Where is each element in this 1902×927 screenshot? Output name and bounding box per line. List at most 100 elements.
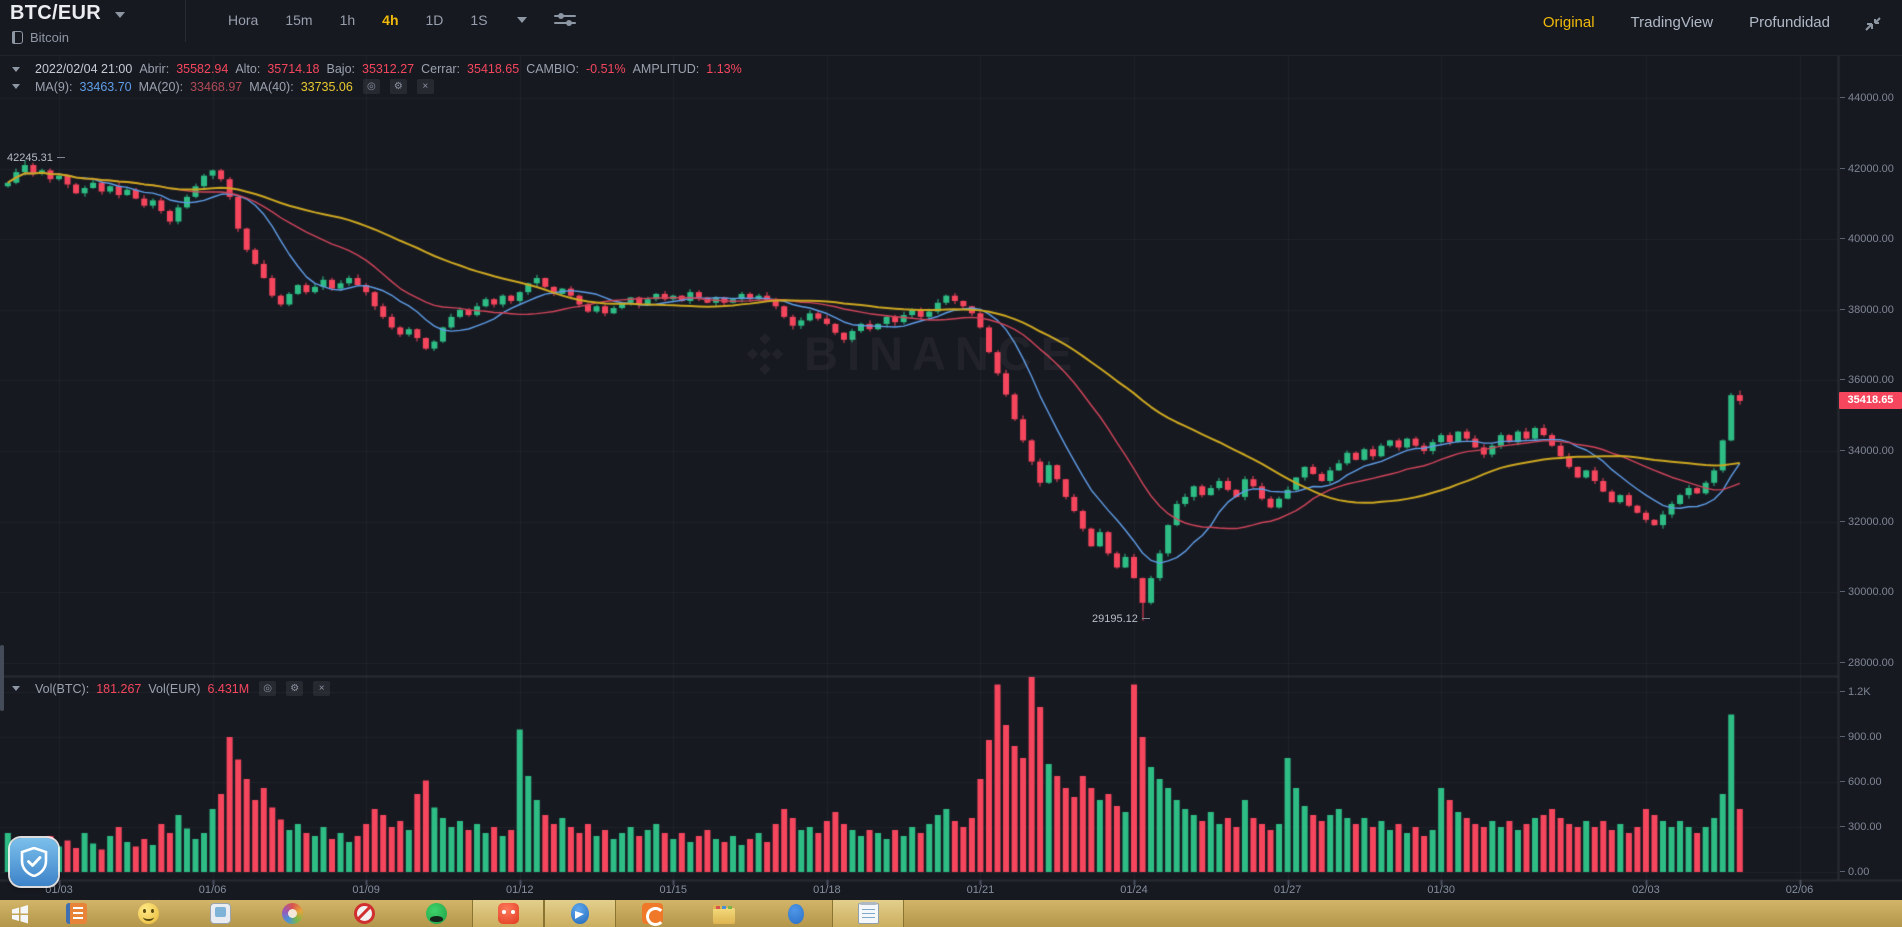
eye-icon[interactable]: ◎ [362,79,380,94]
time-axis-label: 01/09 [352,884,380,896]
vol-eur-value: 6.431M [207,681,250,696]
taskbar-app-smiley[interactable] [112,900,184,927]
time-axis-label: 02/03 [1632,884,1660,896]
timeframe-4h[interactable]: 4h [382,12,399,28]
change-value: -0.51% [585,62,626,76]
start-button[interactable] [0,900,40,927]
time-axis-label: 01/12 [505,884,534,896]
taskbar-app-orange-swirl[interactable] [616,900,688,927]
timeframe-hora[interactable]: Hora [228,12,259,28]
notepad-icon [857,902,879,924]
low-price-annotation: 29195.12 [1092,613,1150,625]
price-axis[interactable]: 44000.00 42000.00 40000.00 38000.00 36000.00… [1840,56,1902,900]
tab-original[interactable]: Original [1542,14,1595,31]
ma-info-bar: MA(9): 33463.70 MA(20): 33468.97 MA(40):… [12,79,434,94]
price-axis-label: 1.2K [1840,686,1871,698]
chevron-down-icon [115,11,126,18]
taskbar-app-paint-palette[interactable] [256,900,328,927]
timeframe-1d[interactable]: 1D [425,12,444,28]
change-label: CAMBIO: [526,62,579,76]
timeframe-1s[interactable]: 1S [470,12,488,28]
taskbar-app-address-book[interactable] [40,900,112,927]
low-label: Bajo: [326,62,356,76]
price-axis-label: 0.00 [1840,866,1869,878]
last-price-tag: 35418.65 [1839,392,1902,409]
left-scrollbar[interactable] [0,645,4,711]
ohlc-info-bar: 2022/02/04 21:00 Abrir: 35582.94 Alto: 3… [12,62,742,76]
price-axis-label: 38000.00 [1840,304,1894,316]
price-axis-label: 32000.00 [1840,516,1894,528]
volume-info-bar: Vol(BTC): 181.267 Vol(EUR) 6.431M ◎ ⚙ × [12,681,331,696]
time-axis-label: 02/06 [1785,884,1814,896]
price-axis-label: 600.00 [1840,776,1882,788]
header-divider [185,0,186,42]
blue-dot-icon [788,903,804,924]
vol-eur-label: Vol(EUR) [148,681,201,696]
timeframe-1h[interactable]: 1h [339,12,356,28]
timeframe-bar: Hora 15m 1h 4h 1D 1S [228,12,576,28]
price-axis-label: 42000.00 [1840,163,1894,175]
taskbar-app-blue-dot[interactable] [760,900,832,927]
ma20-value: 33468.97 [190,79,243,94]
ma9-label: MA(9): [35,79,73,94]
time-axis[interactable]: 01/03 01/06 01/09 01/12 01/15 01/18 01/21 01/24… [0,880,1840,900]
ma40-value: 33735.06 [300,79,353,94]
taskbar-app-folder[interactable] [688,900,760,927]
taskbar [0,900,1902,927]
tab-tradingview[interactable]: TradingView [1630,14,1714,31]
taskbar-app-media-player[interactable] [184,900,256,927]
taskbar-app-blue-egg[interactable] [544,900,616,927]
smiley-icon [137,903,159,924]
price-axis-label: 300.00 [1840,821,1882,833]
candle-datetime: 2022/02/04 21:00 [35,62,133,76]
timeframe-more-icon[interactable] [516,17,527,23]
time-axis-label: 01/30 [1427,884,1455,896]
low-value: 35312.27 [362,62,415,76]
amplitude-label: AMPLITUD: [632,62,700,76]
symbol-subtitle: Bitcoin [12,30,69,45]
amplitude-value: 1.13% [706,62,742,76]
green-dot-icon [425,903,447,924]
collapse-triangle-icon[interactable] [12,686,20,691]
price-axis-label: 40000.00 [1840,233,1894,245]
gear-icon[interactable]: ⚙ [389,79,407,94]
start-logo-icon [12,904,28,923]
taskbar-app-green-dot[interactable] [400,900,472,927]
orange-swirl-icon [641,903,665,926]
price-axis-label: 900.00 [1840,731,1882,743]
timeframe-15m[interactable]: 15m [285,12,313,28]
blue-egg-icon [571,903,589,924]
symbol-name-label: Bitcoin [30,30,70,45]
security-shield-badge[interactable] [10,838,58,886]
view-tab-bar: Original TradingView Profundidad [1543,14,1830,31]
ma20-label: MA(20): [138,79,184,94]
time-axis-label: 01/21 [966,884,995,896]
address-book-icon [65,903,87,924]
taskbar-app-no-sign[interactable] [328,900,400,927]
gear-icon[interactable]: ⚙ [286,681,304,696]
price-axis-label: 44000.00 [1840,92,1894,104]
taskbar-app-notepad[interactable] [832,900,904,927]
collapse-chart-icon[interactable] [1864,16,1882,32]
collapse-triangle-icon[interactable] [12,66,20,72]
folder-icon [713,904,735,924]
paint-palette-icon [281,903,303,924]
price-axis-label: 28000.00 [1840,657,1894,669]
candlestick-chart-canvas[interactable] [0,56,1902,900]
time-axis-label: 01/18 [813,884,841,896]
collapse-triangle-icon[interactable] [12,84,20,89]
high-price-annotation: 42245.31 [7,152,65,164]
taskbar-app-red-app[interactable] [472,900,544,927]
eye-icon[interactable]: ◎ [259,681,277,696]
red-app-icon [497,903,519,924]
time-axis-label: 01/03 [45,884,73,896]
tab-profundidad[interactable]: Profundidad [1749,14,1830,31]
no-sign-icon [353,903,375,924]
open-value: 35582.94 [176,62,229,76]
close-icon[interactable]: × [313,681,331,696]
price-axis-label: 30000.00 [1840,586,1894,598]
symbol-selector[interactable]: BTC/EUR [10,2,126,25]
close-icon[interactable]: × [416,79,434,94]
chart-settings-icon[interactable] [553,13,576,27]
